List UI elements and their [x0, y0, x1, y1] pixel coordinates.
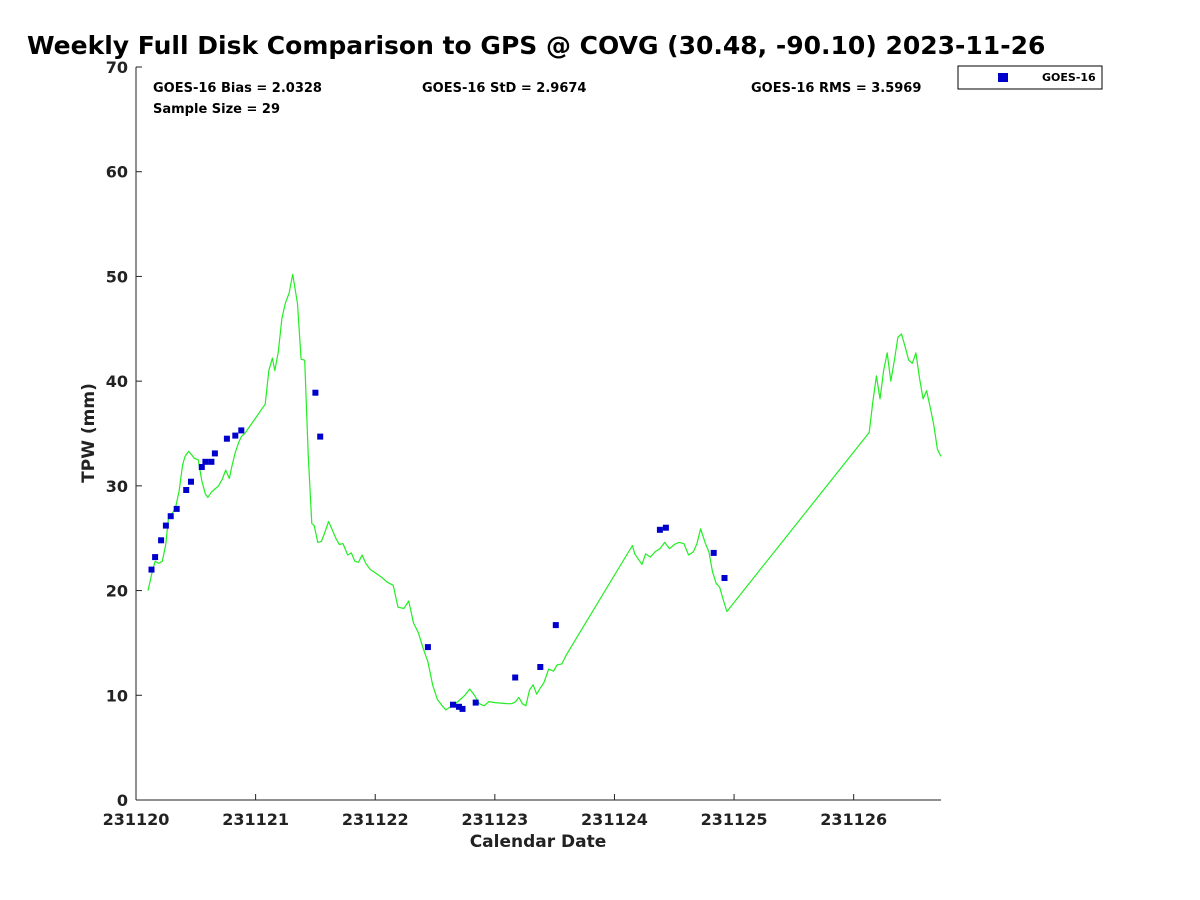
y-tick-label: 10 [106, 686, 128, 705]
goes16-point [512, 674, 519, 681]
x-tick-label: 231125 [701, 810, 768, 829]
y-axis-label: TPW (mm) [79, 383, 99, 483]
goes16-point [183, 487, 190, 493]
goes16-point [459, 705, 466, 712]
series-layer [147, 273, 942, 712]
goes16-point [208, 458, 215, 465]
y-tick-label: 40 [106, 372, 128, 391]
y-tick-label: 50 [106, 267, 128, 286]
goes16-point [537, 664, 544, 670]
plot-area: 0 10 20 30 40 50 60 70 231120 231121 231122 231123… [103, 58, 942, 829]
goes16-point [662, 524, 669, 531]
stat-rms: GOES-16 RMS = 3.5969 [751, 81, 921, 96]
x-tick-label: 231123 [461, 810, 528, 829]
y-tick-label: 70 [106, 58, 128, 77]
goes16-point [152, 554, 159, 561]
goes16-point [472, 699, 479, 706]
y-tick-label: 0 [117, 791, 128, 810]
goes16-point [173, 505, 180, 512]
goes16-point [710, 549, 717, 556]
goes16-point [223, 435, 230, 442]
goes16-point [450, 701, 456, 708]
goes16-point [188, 478, 194, 485]
goes16-point [202, 458, 209, 465]
x-tick-label: 231124 [581, 810, 648, 829]
goes16-point [312, 389, 319, 396]
y-tick-label: 20 [106, 582, 128, 601]
x-tick-label: 231121 [222, 810, 289, 829]
stat-bias: GOES-16 Bias = 2.0328 [153, 81, 322, 96]
x-tick-label: 231122 [342, 810, 409, 829]
y-tick-label: 30 [106, 477, 128, 496]
y-axis-ticks: 0 10 20 30 40 50 60 70 [106, 58, 142, 810]
stat-std: GOES-16 StD = 2.9674 [422, 81, 586, 96]
x-tick-label: 231120 [103, 810, 170, 829]
goes16-point [552, 622, 559, 629]
goes16-point [232, 432, 239, 439]
goes16-point [721, 575, 728, 581]
legend: GOES-16 [957, 65, 1103, 90]
goes16-point [158, 537, 165, 544]
x-axis-ticks: 231120 231121 231122 231123 231124 231125 2311… [103, 794, 887, 829]
legend-marker-square [998, 73, 1008, 82]
stat-sample-size: Sample Size = 29 [153, 102, 280, 117]
chart-title: Weekly Full Disk Comparison to GPS @ COV… [27, 31, 1045, 60]
goes16-point [211, 450, 218, 457]
goes16-point [317, 433, 324, 440]
goes16-point [198, 464, 205, 470]
gps-tpw-line [147, 273, 942, 711]
goes16-point [167, 513, 174, 520]
goes16-point [656, 526, 663, 533]
goes16-point [456, 703, 462, 710]
legend-box [957, 65, 1103, 90]
legend-entry-goes16: GOES-16 [1042, 71, 1096, 84]
goes16-point [238, 427, 245, 434]
goes16-point [424, 644, 431, 651]
goes16-point [148, 566, 155, 573]
goes16-point [162, 522, 169, 529]
y-tick-label: 60 [106, 163, 128, 182]
x-tick-label: 231126 [820, 810, 887, 829]
x-axis-label: Calendar Date [470, 832, 607, 852]
